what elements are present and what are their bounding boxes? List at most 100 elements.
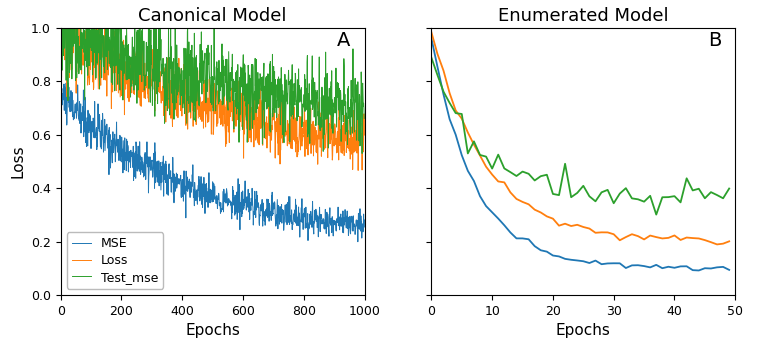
X-axis label: Epochs: Epochs [185, 323, 240, 338]
MSE [518, 236, 527, 240]
Loss [694, 236, 703, 240]
MSE [603, 261, 612, 265]
Test_mse [487, 167, 496, 171]
Test_mse [664, 195, 673, 199]
MSE [622, 266, 631, 270]
Line: Loss: Loss [61, 28, 364, 170]
Test_mse [567, 195, 576, 199]
Loss [542, 214, 551, 219]
Loss [359, 133, 368, 137]
MSE [439, 92, 448, 96]
Test_mse [427, 56, 436, 60]
Test_mse [542, 173, 551, 177]
Test_mse [640, 200, 649, 204]
MSE [469, 179, 478, 183]
Test_mse [475, 153, 484, 157]
MSE [481, 204, 490, 208]
MSE [265, 201, 274, 205]
Loss [487, 172, 496, 177]
Loss [615, 238, 625, 242]
Loss [463, 130, 472, 135]
Test_mse [694, 187, 703, 191]
MSE [487, 210, 496, 214]
MSE [433, 65, 442, 69]
Test_mse [554, 193, 563, 197]
Loss [439, 69, 448, 73]
Loss [451, 108, 460, 112]
Line: MSE: MSE [431, 38, 729, 270]
Loss [713, 242, 722, 246]
Loss [481, 164, 490, 169]
Test_mse [591, 199, 600, 203]
MSE [694, 268, 703, 272]
Test_mse [299, 104, 308, 109]
Line: Test_mse: Test_mse [431, 58, 729, 214]
Test_mse [706, 190, 716, 194]
Test_mse [524, 172, 533, 176]
Test_mse [359, 116, 368, 120]
MSE [609, 261, 619, 265]
MSE [682, 264, 691, 268]
MSE [652, 263, 661, 267]
Loss [265, 134, 274, 138]
Y-axis label: Loss: Loss [11, 145, 25, 178]
Test_mse [518, 169, 527, 174]
Test_mse [700, 196, 709, 200]
Test_mse [506, 170, 515, 174]
Loss [427, 30, 436, 34]
MSE [700, 266, 709, 270]
MSE [688, 268, 697, 272]
Loss [688, 236, 697, 240]
Loss [725, 239, 734, 243]
Loss [700, 238, 709, 242]
Test_mse [688, 188, 697, 193]
Loss [579, 225, 588, 229]
Loss [512, 197, 521, 201]
Test_mse [658, 195, 667, 199]
Test_mse [493, 153, 503, 157]
MSE [299, 227, 308, 231]
Test_mse [719, 196, 728, 200]
Loss [353, 168, 362, 172]
Title: Canonical Model: Canonical Model [138, 7, 287, 25]
Loss [518, 200, 527, 204]
Loss [493, 179, 503, 184]
Test_mse [179, 99, 188, 103]
MSE [353, 240, 362, 244]
MSE [530, 244, 539, 248]
Text: B: B [708, 32, 722, 50]
Line: Test_mse: Test_mse [61, 28, 364, 153]
Test_mse [585, 194, 594, 198]
MSE [536, 248, 545, 252]
Line: MSE: MSE [61, 74, 364, 242]
Loss [560, 222, 569, 226]
Test_mse [530, 178, 539, 183]
MSE [713, 265, 722, 269]
MSE [585, 261, 594, 265]
Legend: MSE, Loss, Test_mse: MSE, Loss, Test_mse [67, 232, 163, 289]
Test_mse [670, 194, 679, 198]
Test_mse [634, 197, 643, 201]
MSE [445, 117, 454, 121]
MSE [179, 178, 188, 183]
Loss [682, 236, 691, 240]
Test_mse [725, 186, 734, 191]
Loss [433, 52, 442, 56]
Loss [548, 217, 557, 221]
Loss [530, 208, 539, 212]
MSE [597, 262, 606, 266]
Test_mse [457, 112, 466, 116]
MSE [524, 237, 533, 242]
Test_mse [439, 90, 448, 94]
Test_mse [713, 193, 722, 197]
Loss [469, 143, 478, 147]
Loss [457, 117, 466, 121]
Test_mse [536, 174, 545, 178]
MSE [573, 259, 582, 263]
MSE [646, 265, 655, 270]
MSE [451, 133, 460, 137]
MSE [591, 259, 600, 263]
Loss [640, 237, 649, 242]
Loss [622, 235, 631, 239]
Text: A: A [337, 32, 350, 50]
